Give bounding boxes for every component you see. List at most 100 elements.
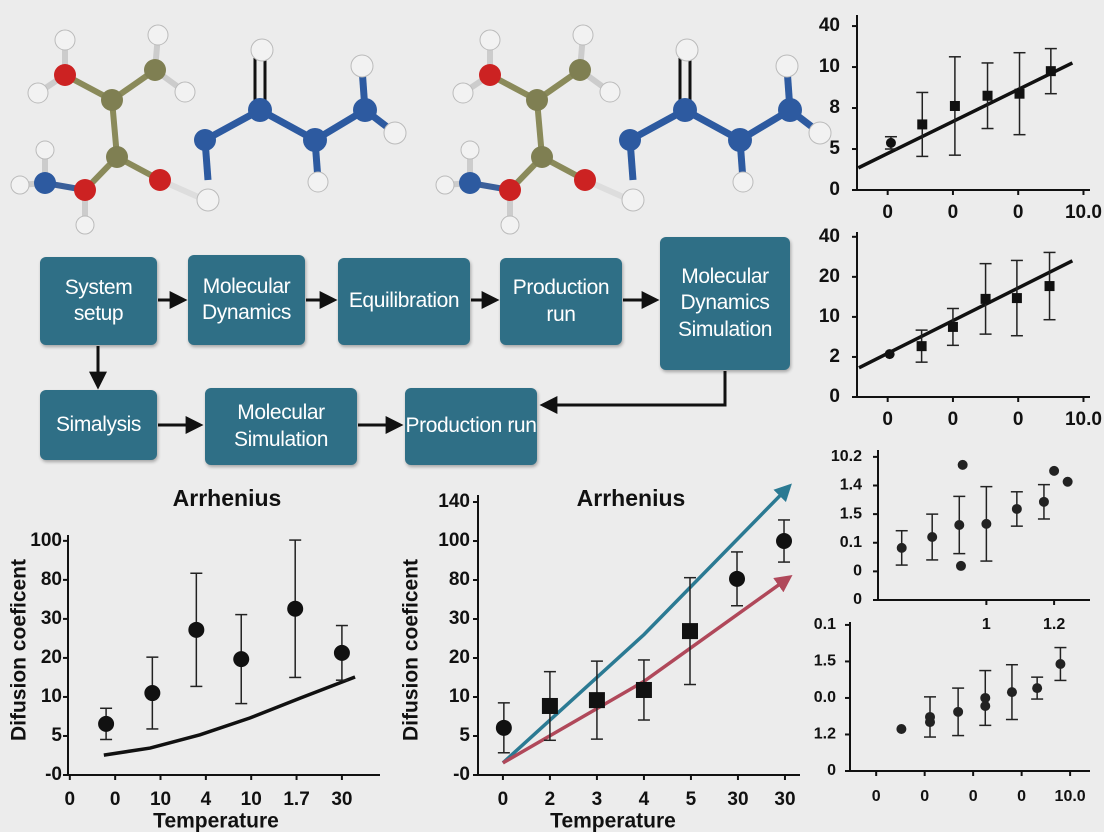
marker — [287, 600, 304, 617]
y-tick-label: 140 — [438, 491, 470, 512]
x-tick-label: 0 — [872, 788, 881, 805]
x-tick-label: 1.7 — [283, 789, 309, 810]
y-axis-label: Difusion coeficent — [8, 559, 31, 741]
y-tick-label: 10 — [41, 686, 62, 707]
x-tick-label: 0 — [948, 202, 959, 223]
y-tick-label: 40 — [819, 15, 840, 36]
marker — [1044, 281, 1055, 292]
x-tick-label: 0 — [882, 409, 893, 430]
y-axis-label: Difusion coeficent — [400, 559, 423, 741]
x-tick-label: 10.0 — [1065, 202, 1102, 223]
y-tick-label: 20 — [819, 266, 840, 287]
flow-node: Molecular Simulation — [205, 388, 357, 465]
x-tick-label: 0 — [882, 202, 893, 223]
marker — [1014, 88, 1025, 99]
x-tick-label: 5 — [686, 789, 697, 810]
flow-node: Production run — [405, 388, 537, 465]
fit-line — [502, 575, 793, 765]
y-tick-label: 2 — [829, 346, 840, 367]
flow-node: System setup — [40, 257, 157, 345]
x-tick-label: 3 — [592, 789, 603, 810]
x-tick-label: 10 — [241, 789, 262, 810]
y-tick-label: 1.4 — [840, 477, 862, 494]
flow-node: Molecular Dynamics — [188, 255, 305, 345]
marker — [495, 719, 512, 736]
y-tick-label: 0.1 — [840, 534, 862, 551]
marker — [1045, 66, 1056, 77]
marker — [541, 697, 558, 714]
marker — [953, 706, 964, 717]
marker — [98, 715, 115, 732]
marker — [927, 532, 938, 543]
x-tick-label: 0 — [920, 788, 929, 805]
y-tick-label: 1.2 — [814, 726, 836, 743]
marker — [949, 100, 960, 111]
x-tick-label: 4 — [639, 789, 650, 810]
x-tick-label: 0 — [969, 788, 978, 805]
marker — [144, 685, 161, 702]
marker — [917, 119, 928, 130]
y-tick-label: 80 — [449, 569, 470, 590]
marker — [1038, 496, 1049, 507]
marker — [884, 349, 895, 360]
flow-node: Production run — [500, 258, 622, 345]
marker — [682, 623, 699, 640]
fit-line — [858, 259, 1074, 370]
y-tick-label: 1.5 — [840, 505, 862, 522]
fit-line — [501, 483, 792, 765]
marker — [1011, 293, 1022, 304]
marker — [916, 341, 927, 352]
y-tick-label: 5 — [829, 138, 840, 159]
y-tick-label: 30 — [449, 608, 470, 629]
y-tick-label: 5 — [459, 725, 470, 746]
fit-line — [857, 61, 1074, 170]
x-tick-label: 0 — [1017, 788, 1026, 805]
x-tick-label: 0 — [1013, 202, 1024, 223]
y-tick-label: 0 — [829, 386, 840, 407]
marker — [233, 651, 250, 668]
marker — [896, 724, 907, 735]
flow-arrows — [89, 291, 727, 434]
marker — [635, 681, 652, 698]
marker — [955, 560, 966, 571]
x-tick-label: 0 — [498, 789, 509, 810]
x-tick-label: 0 — [948, 409, 959, 430]
marker — [982, 90, 993, 101]
x-tick-label: 30 — [774, 789, 795, 810]
y-tick-label: 0 — [853, 591, 862, 608]
y-tick-label: 10 — [449, 686, 470, 707]
marker — [925, 717, 935, 728]
marker — [980, 293, 991, 304]
x-tick-label: 0 — [1013, 409, 1024, 430]
y-tick-label: 1.5 — [814, 653, 836, 670]
y-tick-label: 10.2 — [831, 448, 862, 465]
marker — [1049, 465, 1060, 476]
marker — [947, 321, 958, 332]
y-tick-label: 20 — [449, 647, 470, 668]
marker — [188, 621, 205, 638]
y-tick-label: 8 — [829, 97, 840, 118]
y-tick-label: 100 — [30, 530, 62, 551]
y-tick-label: 30 — [41, 608, 62, 629]
marker — [1011, 503, 1022, 514]
marker — [588, 692, 605, 709]
y-tick-label: 10 — [819, 306, 840, 327]
x-tick-label: 1.2 — [1043, 616, 1065, 633]
y-tick-label: 0.0 — [814, 689, 836, 706]
fit-line — [103, 675, 356, 757]
y-tick-label: 10 — [819, 56, 840, 77]
marker — [885, 137, 896, 148]
y-tick-label: 40 — [819, 226, 840, 247]
x-tick-label: 1 — [982, 616, 991, 633]
marker — [957, 459, 968, 470]
chart-title: Arrhenius — [173, 485, 282, 511]
x-tick-label: 0 — [110, 789, 121, 810]
y-tick-label: 0 — [853, 563, 862, 580]
x-axis-label: Temperature — [153, 810, 279, 832]
flow-node: Molecular Dynamics Simulation — [660, 237, 790, 370]
x-tick-label: 30 — [727, 789, 748, 810]
marker — [333, 644, 350, 661]
flow-node: Simalysis — [40, 390, 157, 460]
